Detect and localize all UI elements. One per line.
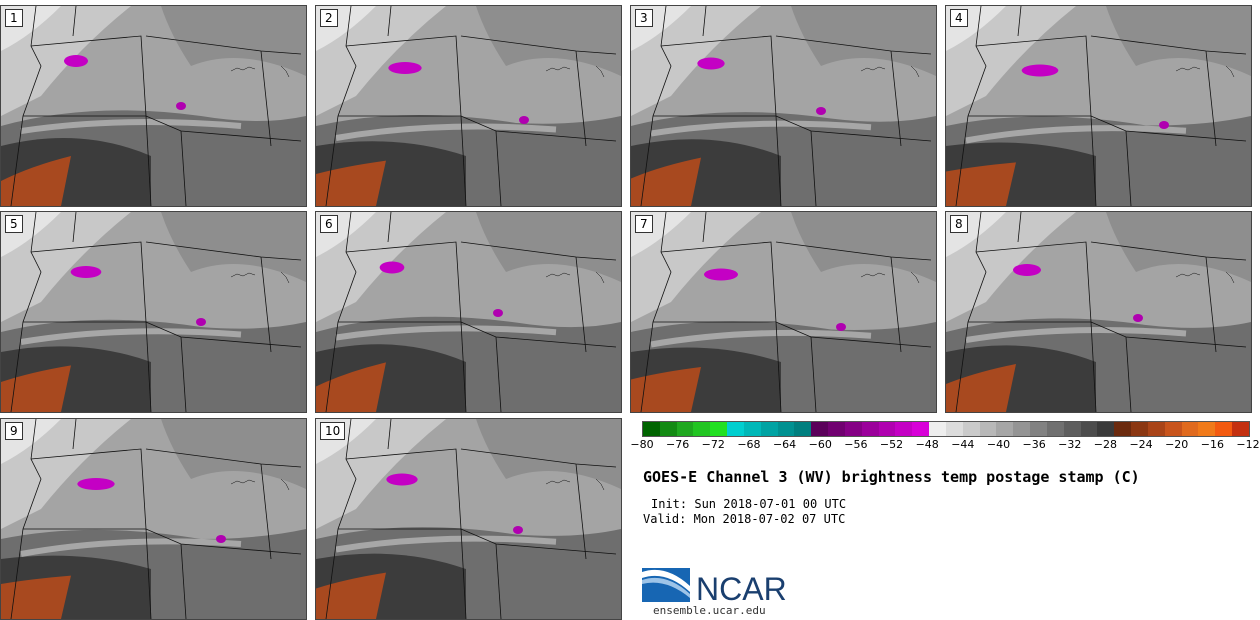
colorbar-swatch (1030, 422, 1047, 436)
colorbar-swatch (1231, 422, 1249, 436)
stamp-panel-2: 2 (315, 5, 622, 207)
stamp-panel-6: 6 (315, 211, 622, 413)
colorbar-swatch (929, 422, 946, 436)
colorbar-tick: −72 (701, 438, 725, 451)
colorbar-swatch (1131, 422, 1148, 436)
colorbar-swatch (895, 422, 913, 436)
stamp-panel-9: 9 (0, 418, 307, 620)
colorbar-swatch (828, 422, 845, 436)
colorbar-swatch (1164, 422, 1182, 436)
colorbar-tick: −24 (1129, 438, 1153, 451)
colorbar (642, 421, 1250, 437)
colorbar-tick: −12 (1236, 438, 1260, 451)
valid-time: Valid: Mon 2018-07-02 07 UTC (643, 512, 846, 526)
colorbar-swatch (844, 422, 862, 436)
colorbar-ticks: −80 −76 −72 −68 −64 −60 −56 −52 −48 −44 −40 −36 −32−… (630, 438, 1259, 454)
colorbar-swatch (743, 422, 761, 436)
colorbar-tick: −68 (737, 438, 761, 451)
colorbar-swatch (1046, 422, 1064, 436)
colorbar-tick: −76 (666, 438, 690, 451)
colorbar-swatch (1215, 422, 1232, 436)
colorbar-swatch (996, 422, 1014, 436)
colorbar-tick: −56 (844, 438, 868, 451)
colorbar-tick: −36 (1022, 438, 1046, 451)
colorbar-tick: −44 (951, 438, 975, 451)
colorbar-swatch (1181, 422, 1199, 436)
colorbar-tick: −32 (1058, 438, 1082, 451)
logo-text: NCAR (696, 571, 787, 604)
colorbar-swatch (1097, 422, 1115, 436)
colorbar-swatch (693, 422, 711, 436)
colorbar-swatch (861, 422, 879, 436)
colorbar-swatch (979, 422, 997, 436)
colorbar-swatch (760, 422, 778, 436)
colorbar-swatch (710, 422, 728, 436)
colorbar-swatch (794, 422, 812, 436)
stamp-panel-8: 8 (945, 211, 1252, 413)
ncar-logo: NCAR (642, 568, 787, 604)
init-time: Init: Sun 2018-07-01 00 UTC (651, 497, 847, 511)
colorbar-tick: −40 (986, 438, 1011, 451)
panel-label: 9 (5, 422, 23, 440)
panel-label: 1 (5, 9, 23, 27)
colorbar-swatch (878, 422, 896, 436)
colorbar-swatch (777, 422, 795, 436)
colorbar-tick: −28 (1093, 438, 1118, 451)
stamp-panel-4: 4 (945, 5, 1252, 207)
panel-label: 2 (320, 9, 338, 27)
panel-label: 7 (635, 215, 653, 233)
stamp-panel-3: 3 (630, 5, 937, 207)
colorbar-swatch (659, 422, 677, 436)
colorbar-swatch (1080, 422, 1098, 436)
colorbar-swatch (1147, 422, 1165, 436)
colorbar-swatch (727, 422, 744, 436)
panel-label: 8 (950, 215, 968, 233)
panel-label: 3 (635, 9, 653, 27)
colorbar-tick: −64 (772, 438, 797, 451)
colorbar-tick: −52 (879, 438, 904, 451)
colorbar-swatch (811, 422, 829, 436)
panel-label: 6 (320, 215, 338, 233)
panel-label: 5 (5, 215, 23, 233)
colorbar-tick: −20 (1165, 438, 1189, 451)
colorbar-tick: −48 (915, 438, 939, 451)
colorbar-swatch (1114, 422, 1132, 436)
stamp-panel-5: 5 (0, 211, 307, 413)
colorbar-swatch (912, 422, 930, 436)
colorbar-tick: −80 (630, 438, 654, 451)
panel-label: 4 (950, 9, 968, 27)
colorbar-swatch (1013, 422, 1031, 436)
panel-label: 10 (320, 422, 346, 440)
colorbar-swatch (962, 422, 980, 436)
stamp-panel-7: 7 (630, 211, 937, 413)
colorbar-swatch (1198, 422, 1216, 436)
stamp-panel-10: 10 (315, 418, 622, 620)
site-url: ensemble.ucar.edu (653, 604, 766, 617)
colorbar-swatch (643, 422, 660, 436)
colorbar-tick: −60 (808, 438, 832, 451)
colorbar-swatch (1063, 422, 1081, 436)
stamp-panel-1: 1 (0, 5, 307, 207)
colorbar-swatch (676, 422, 694, 436)
chart-title: GOES-E Channel 3 (WV) brightness temp po… (643, 468, 1140, 486)
colorbar-swatch (945, 422, 963, 436)
colorbar-tick: −16 (1200, 438, 1224, 451)
